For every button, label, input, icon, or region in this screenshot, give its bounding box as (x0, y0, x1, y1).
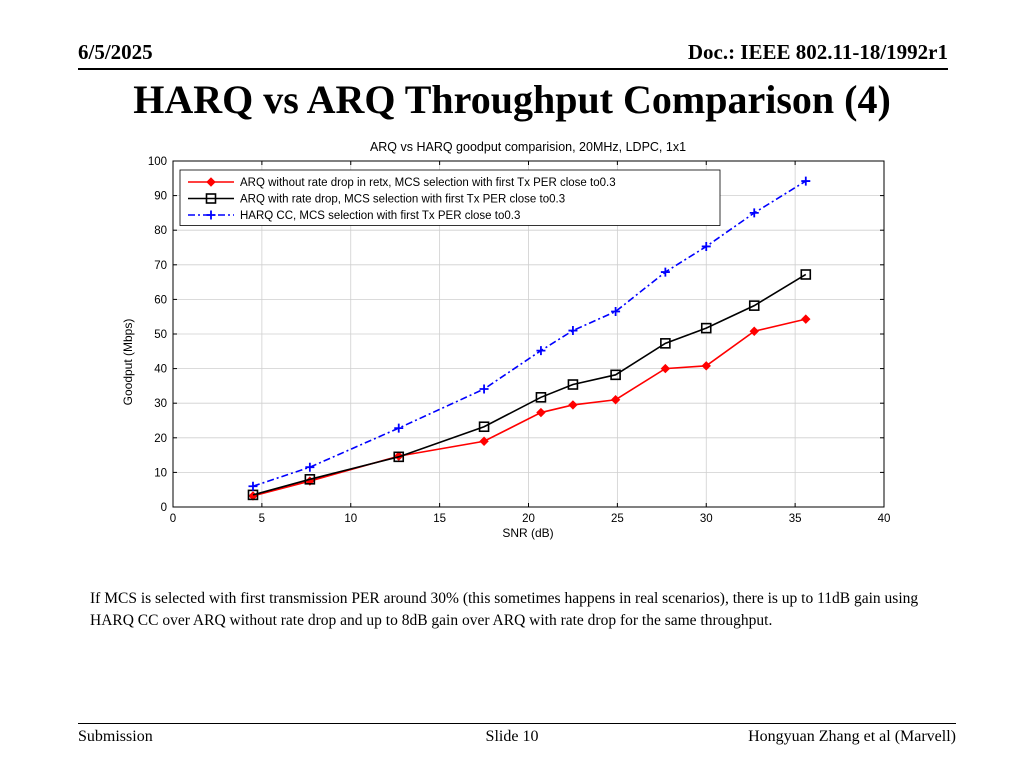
data-point (248, 481, 258, 491)
x-tick-label: 30 (700, 513, 713, 525)
x-tick-label: 0 (170, 513, 176, 525)
data-point (479, 436, 489, 446)
data-point (700, 322, 712, 334)
y-tick-label: 10 (154, 467, 167, 479)
y-axis-label: Goodput (Mbps) (121, 319, 135, 406)
data-point (305, 462, 315, 472)
series-line (252, 180, 807, 487)
y-tick-label: 50 (154, 329, 167, 341)
data-point (801, 176, 811, 186)
data-point (701, 361, 711, 371)
footer-slide-number: Slide 10 (485, 728, 539, 745)
y-tick-label: 70 (154, 260, 167, 272)
legend-entry: ARQ without rate drop in retx, MCS selec… (188, 177, 616, 189)
goodput-chart: ARQ vs HARQ goodput comparision, 20MHz, … (100, 132, 900, 552)
legend-box (179, 169, 721, 226)
y-tick-label: 0 (161, 502, 167, 514)
data-point (701, 241, 711, 251)
x-tick-label: 25 (611, 513, 624, 525)
x-tick-label: 15 (433, 513, 446, 525)
y-tick-label: 100 (148, 156, 167, 168)
chart-ticks: 0 5 10 15 20 25 30 35 40 0 10 20 30 40 50 60 70 80 90 100 (148, 156, 891, 525)
header-divider (78, 68, 948, 70)
series-line (252, 318, 806, 497)
legend-swatch-marker (205, 193, 217, 204)
data-point (800, 269, 812, 280)
legend-swatch-marker (206, 177, 216, 187)
y-tick-label: 40 (154, 364, 167, 376)
legend-label: ARQ without rate drop in retx, MCS selec… (240, 177, 616, 189)
x-tick-label: 5 (259, 513, 265, 525)
legend-label: ARQ with rate drop, MCS selection with f… (240, 194, 565, 206)
series-2 (247, 269, 812, 501)
chart-legend: ARQ without rate drop in retx, MCS selec… (179, 169, 721, 226)
data-point (610, 395, 621, 405)
data-point (660, 267, 670, 277)
x-tick-label: 35 (789, 513, 802, 525)
y-tick-label: 60 (154, 294, 167, 306)
chart-title: ARQ vs HARQ goodput comparision, 20MHz, … (370, 140, 686, 154)
legend-swatch-marker (206, 210, 216, 220)
data-point (660, 338, 671, 349)
data-point (748, 300, 760, 311)
data-point (304, 474, 316, 485)
data-point (479, 384, 489, 394)
header-date: 6/5/2025 (78, 40, 153, 64)
series-line (252, 273, 807, 496)
data-point (478, 421, 490, 433)
footer-author: Hongyuan Zhang et al (Marvell) (748, 728, 956, 745)
data-point (568, 326, 578, 336)
slide-note: If MCS is selected with first transmissi… (90, 590, 919, 629)
legend-entry: HARQ CC, MCS selection with first Tx PER… (188, 210, 520, 222)
header-doc-id: Doc.: IEEE 802.11-18/1992r1 (687, 40, 948, 64)
data-point (611, 307, 621, 317)
data-point (567, 379, 579, 390)
slide-title: HARQ vs ARQ Throughput Comparison (4) (133, 77, 891, 122)
y-tick-label: 30 (154, 398, 167, 410)
data-point (536, 407, 546, 418)
chart-svg: ARQ vs HARQ goodput comparision, 20MHz, … (121, 140, 891, 540)
series-3 (248, 176, 811, 491)
data-point (536, 346, 546, 356)
x-tick-label: 20 (522, 513, 535, 525)
data-point (393, 451, 405, 463)
x-axis-label: SNR (dB) (502, 526, 553, 540)
data-point (394, 423, 404, 433)
chart-series (247, 176, 812, 501)
data-point (568, 400, 578, 410)
x-tick-label: 10 (344, 513, 357, 525)
data-point (749, 208, 759, 218)
footer-submission: Submission (78, 728, 153, 745)
y-tick-label: 20 (154, 433, 167, 445)
data-point (660, 363, 671, 374)
data-point (749, 326, 759, 336)
data-point (801, 314, 811, 324)
y-tick-label: 80 (154, 225, 167, 237)
legend-label: HARQ CC, MCS selection with first Tx PER… (240, 210, 520, 222)
y-tick-label: 90 (154, 191, 167, 203)
footer-divider (78, 723, 956, 724)
x-tick-label: 40 (878, 513, 891, 525)
data-point (610, 369, 621, 381)
legend-entry: ARQ with rate drop, MCS selection with f… (188, 193, 565, 206)
data-point (535, 392, 547, 403)
